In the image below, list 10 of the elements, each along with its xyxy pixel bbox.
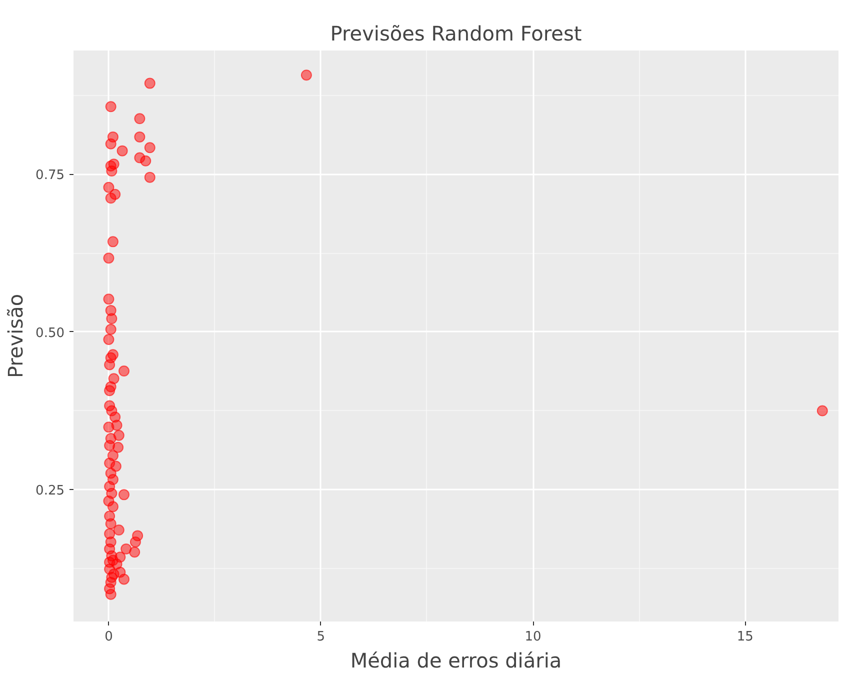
x-tick-label: 5 (316, 630, 326, 644)
y-tick-label: 0.50 (36, 326, 65, 341)
x-axis-title: Média de erros diária (350, 648, 562, 672)
x-tick-label: 10 (524, 630, 542, 644)
x-tick-label: 15 (736, 630, 754, 644)
x-tick-label: 0 (104, 630, 113, 644)
y-tick-label: 0.25 (36, 484, 65, 499)
y-tick-label: 0.75 (36, 168, 65, 184)
chart-title: Previsões Random Forest (330, 22, 582, 46)
y-axis-title: Previsão (4, 294, 28, 378)
